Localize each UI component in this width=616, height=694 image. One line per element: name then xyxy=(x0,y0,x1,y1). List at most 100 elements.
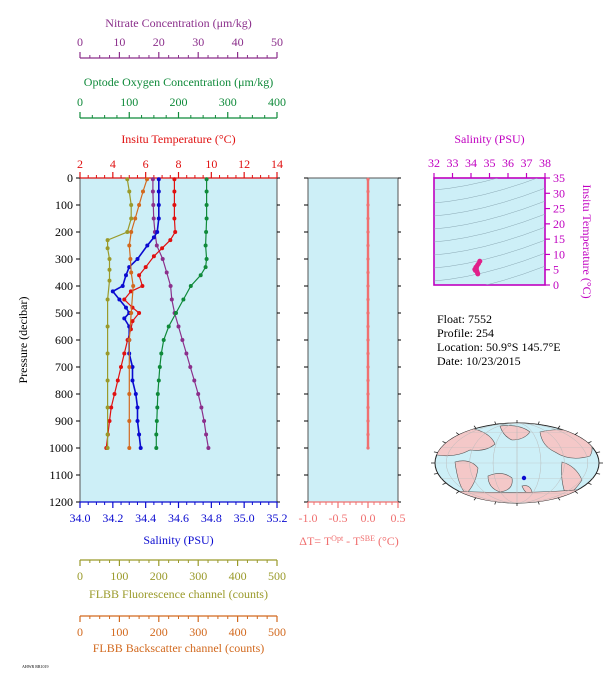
backscatter-point xyxy=(133,216,138,221)
backscatter-tick-label: 500 xyxy=(268,625,286,639)
fluorescence-point xyxy=(105,446,110,450)
delta-t-point xyxy=(366,203,370,207)
salinity-point xyxy=(145,243,150,248)
temperature-point xyxy=(151,254,156,259)
temperature-tick-label: 4 xyxy=(110,157,116,171)
delta-t-point xyxy=(366,405,370,410)
backscatter-tick-label: 200 xyxy=(150,625,168,639)
nitrate-point xyxy=(160,257,165,261)
salinity-tick-label: 34.4 xyxy=(135,511,156,525)
globe-float-marker xyxy=(521,475,527,481)
location: Location: 50.9°S 145.7°E xyxy=(437,340,561,354)
pressure-tick-label: 800 xyxy=(55,387,73,401)
backscatter-tick-label: 0 xyxy=(77,625,83,639)
oxygen-point xyxy=(204,203,209,207)
ts-contour-line xyxy=(414,89,565,126)
oxygen-point xyxy=(188,284,193,288)
nitrate-point xyxy=(199,405,204,410)
ts-contour-line xyxy=(434,200,545,230)
globe-border-tick xyxy=(596,451,601,454)
salinity-tick-label: 34.0 xyxy=(70,511,91,525)
delta-t-title-part: SBE xyxy=(360,534,375,543)
temperature-tick-label: 10 xyxy=(205,157,217,171)
pressure-tick-label: 100 xyxy=(55,198,73,212)
salinity-axis-title: Salinity (PSU) xyxy=(143,533,213,547)
nitrate-tick-label: 20 xyxy=(153,35,165,49)
globe-border-tick xyxy=(455,432,460,436)
globe-land-shape xyxy=(454,460,479,495)
profile-number: Profile: 254 xyxy=(437,326,494,340)
globe-border-tick xyxy=(574,490,579,494)
salinity-point xyxy=(133,392,138,396)
temperature-point xyxy=(137,273,142,278)
temperature-point xyxy=(172,189,177,194)
globe-border-tick xyxy=(587,441,592,444)
oxygen-tick-label: 100 xyxy=(120,95,138,109)
backscatter-tick-label: 100 xyxy=(110,625,128,639)
temperature-point xyxy=(172,216,177,221)
pressure-tick-label: 900 xyxy=(55,414,73,428)
ts-salinity-tick-label: 37 xyxy=(521,156,533,170)
backscatter-point xyxy=(127,419,132,423)
globe-border-tick xyxy=(494,421,497,425)
temperature-tick-label: 12 xyxy=(238,157,250,171)
delta-t-point xyxy=(366,311,370,315)
temperature-point xyxy=(140,284,145,288)
ts-temperature-tick-label: 10 xyxy=(553,247,565,261)
pressure-tick-label: 700 xyxy=(55,360,73,374)
salinity-point xyxy=(156,189,161,194)
ts-density-contours xyxy=(414,89,565,285)
delta-t-point xyxy=(366,324,370,329)
globe-border-tick xyxy=(442,482,447,485)
backscatter-point xyxy=(127,243,132,248)
ts-salinity-tick-label: 34 xyxy=(465,156,477,170)
delta-t-point xyxy=(366,338,370,342)
ts-contour-line xyxy=(434,239,545,269)
fluorescence-tick-label: 200 xyxy=(150,569,168,583)
backscatter-point xyxy=(129,230,134,234)
nitrate-point xyxy=(150,189,155,194)
oxygen-tick-label: 0 xyxy=(77,95,83,109)
temperature-point xyxy=(122,351,127,356)
globe-border-tick xyxy=(574,432,579,436)
temperature-point xyxy=(172,203,177,207)
pressure-tick-label: 300 xyxy=(55,252,73,266)
ts-contour-line xyxy=(434,213,545,243)
globe-border-tick xyxy=(587,482,592,485)
delta-t-title-part: Opt xyxy=(331,534,344,543)
oxygen-point xyxy=(156,378,161,383)
delta-t-point xyxy=(366,419,370,423)
oxygen-point xyxy=(203,265,208,270)
temperature-point xyxy=(119,365,123,369)
backscatter-tick-label: 400 xyxy=(229,625,247,639)
backscatter-tick-label: 300 xyxy=(189,625,207,639)
oxygen-point xyxy=(154,446,159,450)
salinity-point xyxy=(110,289,115,294)
globe-border-tick xyxy=(494,501,497,505)
nitrate-point xyxy=(188,365,193,369)
temperature-tick-label: 6 xyxy=(143,157,149,171)
oxygen-point xyxy=(166,324,171,329)
delta-t-point xyxy=(366,432,370,437)
globe-border-tick xyxy=(537,501,540,505)
ts-temperature-tick-label: 0 xyxy=(553,278,559,292)
delta-t-tick-label: 0.5 xyxy=(391,511,406,525)
delta-t-title-part: ΔT= T xyxy=(299,534,332,548)
delta-t-point xyxy=(366,243,370,248)
backscatter-point xyxy=(127,365,132,369)
delta-t-tick-label: -1.0 xyxy=(299,511,318,525)
delta-t-title-part: - T xyxy=(343,534,361,548)
nitrate-point xyxy=(206,446,211,450)
ts-temperature-title: Insitu Temperature (°C) xyxy=(580,184,594,298)
nitrate-point xyxy=(192,378,197,383)
temperature-point xyxy=(168,238,173,243)
salinity-point xyxy=(155,230,160,234)
fluorescence-tick-label: 400 xyxy=(229,569,247,583)
temperature-point xyxy=(137,311,142,315)
ts-contour-line xyxy=(434,178,499,191)
salinity-point xyxy=(151,235,156,240)
ts-contour-line xyxy=(434,187,545,217)
salinity-point xyxy=(127,265,132,270)
pressure-tick-label: 200 xyxy=(55,225,73,239)
temperature-point xyxy=(112,392,117,396)
